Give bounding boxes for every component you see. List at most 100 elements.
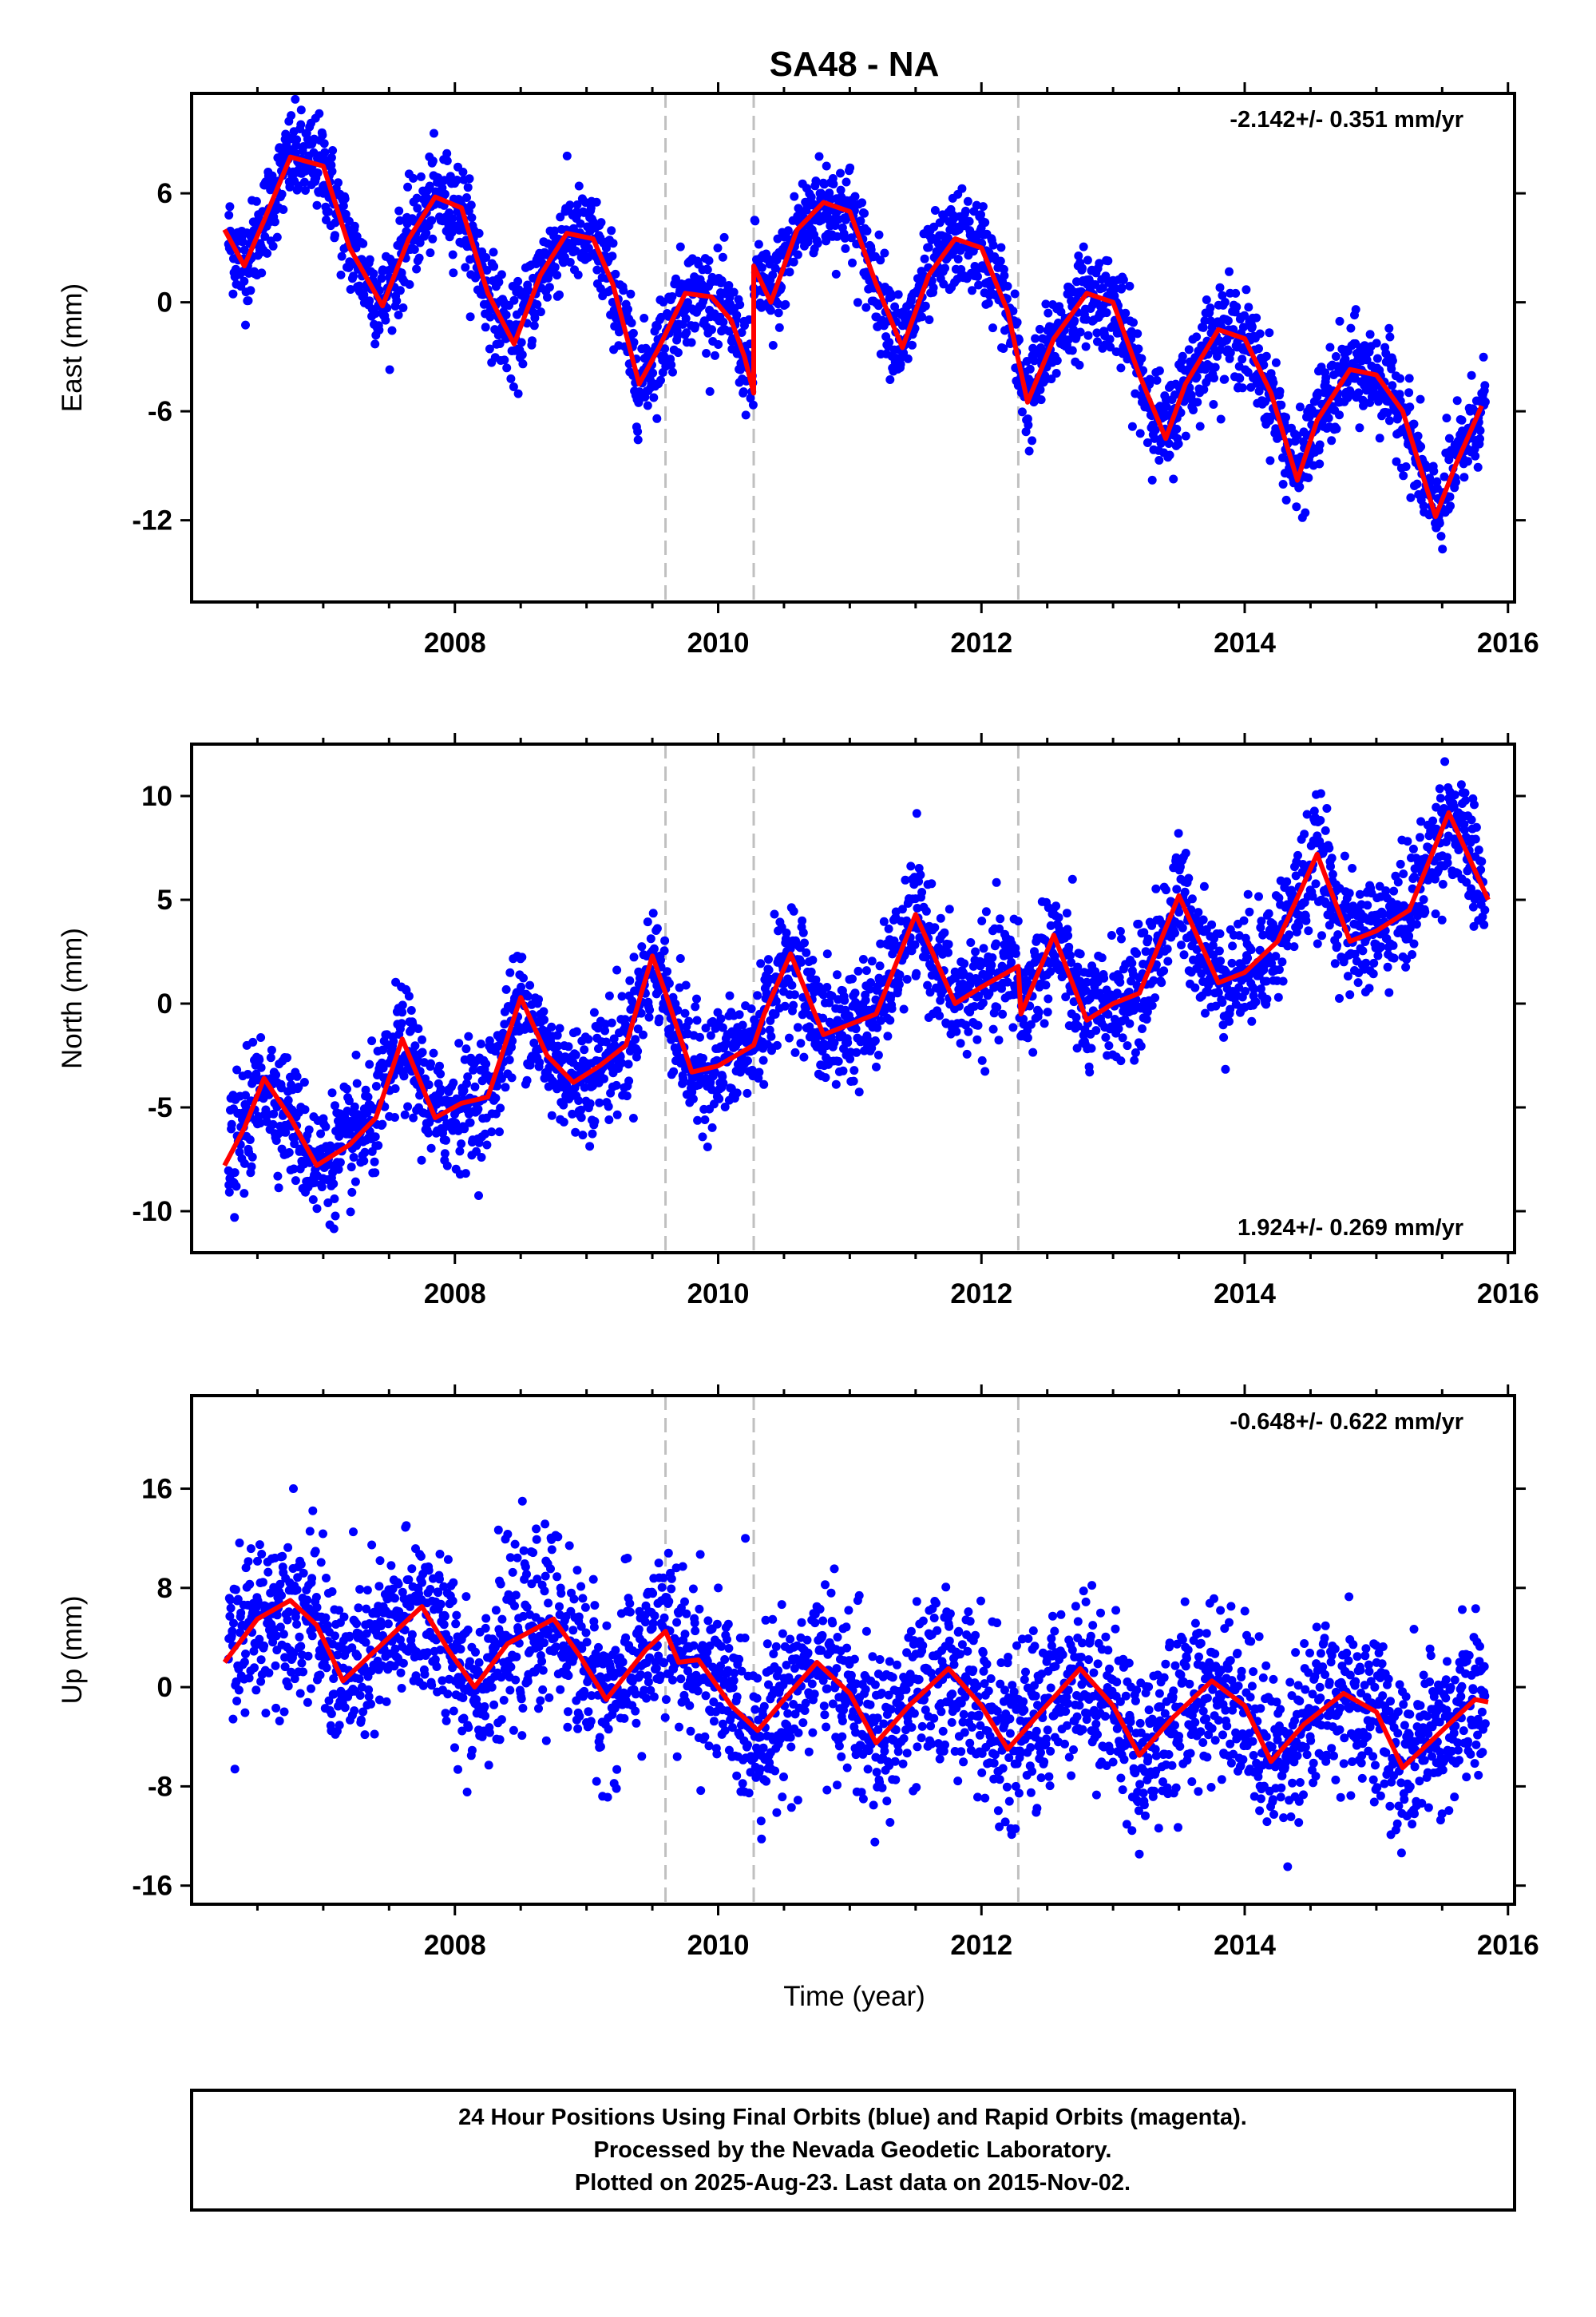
north-data-point — [913, 904, 922, 913]
north-data-point — [604, 991, 614, 1000]
east-data-point — [1083, 331, 1093, 340]
east-data-point — [984, 299, 993, 308]
north-data-point — [1163, 957, 1173, 966]
north-data-point — [1181, 849, 1190, 857]
east-data-point — [656, 375, 665, 385]
north-data-point — [1028, 1048, 1038, 1057]
north-data-point — [1063, 931, 1073, 941]
north-data-point — [442, 1161, 452, 1170]
north-data-point — [888, 949, 897, 959]
east-data-point — [426, 248, 435, 258]
east-data-point — [718, 252, 727, 262]
east-data-point — [340, 194, 350, 204]
north-data-point — [960, 959, 969, 968]
east-data-point — [652, 322, 662, 331]
north-data-point — [404, 992, 414, 1001]
north-data-point — [787, 980, 797, 990]
north-data-point — [400, 1110, 410, 1119]
east-data-point — [988, 323, 997, 333]
east-data-point — [836, 185, 846, 195]
north-data-point — [675, 954, 685, 963]
north-data-point — [1007, 957, 1016, 967]
north-data-point — [1184, 873, 1194, 883]
east-data-point — [705, 386, 715, 396]
north-data-point — [625, 976, 635, 985]
north-data-point — [692, 1016, 702, 1025]
east-data-point — [1215, 283, 1225, 292]
north-data-point — [559, 1117, 568, 1127]
east-data-point — [750, 216, 760, 226]
east-data-point — [822, 161, 831, 171]
north-data-point — [681, 980, 691, 990]
east-data-point — [562, 151, 572, 160]
north-data-point — [321, 1122, 331, 1131]
east-data-point — [1235, 374, 1245, 383]
north-data-point — [232, 1182, 241, 1191]
east-data-point — [1154, 366, 1164, 375]
east-data-point — [980, 218, 990, 228]
north-data-point — [754, 1067, 764, 1077]
north-data-point — [951, 972, 960, 982]
north-data-point — [508, 1036, 517, 1046]
north-data-point — [1013, 917, 1023, 926]
east-data-point — [509, 382, 518, 391]
north-data-point — [593, 1024, 603, 1033]
east-data-point — [1035, 324, 1044, 334]
north-data-point — [764, 955, 773, 964]
east-data-point — [1198, 323, 1208, 332]
north-data-point — [350, 1177, 360, 1186]
east-data-point — [528, 336, 537, 346]
north-data-point — [517, 953, 527, 962]
north-data-point — [995, 924, 1004, 933]
north-data-point — [473, 1104, 483, 1114]
north-data-point — [1179, 950, 1189, 960]
north-data-point — [1115, 977, 1125, 987]
north-data-point — [455, 1147, 465, 1156]
east-data-point — [1292, 502, 1301, 512]
north-data-point — [806, 967, 816, 976]
north-data-point — [840, 996, 849, 1005]
east-data-point — [1051, 369, 1061, 378]
north-data-point — [472, 1147, 481, 1156]
north-data-point — [350, 1102, 359, 1111]
east-data-point — [1036, 385, 1045, 394]
east-data-point — [385, 365, 394, 374]
east-data-point — [369, 269, 378, 279]
east-data-point — [1134, 344, 1143, 354]
north-data-point — [457, 1139, 466, 1149]
north-data-point — [1199, 881, 1209, 891]
north-data-point — [1162, 945, 1172, 954]
north-data-point — [785, 1033, 794, 1043]
east-data-point — [596, 284, 605, 293]
north-data-point — [390, 1113, 399, 1122]
north-data-point — [461, 1044, 471, 1054]
east-data-point — [279, 205, 288, 214]
east-data-point — [929, 283, 938, 292]
north-data-point — [424, 1080, 434, 1090]
north-data-point — [747, 1004, 756, 1013]
east-data-point — [633, 427, 643, 436]
east-data-point — [1385, 332, 1395, 342]
north-data-point — [374, 1141, 383, 1151]
east-data-point — [1331, 352, 1341, 361]
east-data-point — [556, 212, 565, 222]
east-data-point — [806, 192, 816, 202]
north-data-point — [406, 1006, 416, 1015]
east-data-point — [1275, 386, 1285, 396]
east-data-point — [481, 253, 491, 262]
north-data-point — [830, 1038, 839, 1048]
east-data-point — [263, 248, 272, 258]
east-data-point — [394, 206, 404, 216]
east-data-point — [238, 237, 248, 247]
east-data-point — [299, 177, 309, 187]
east-data-point — [1000, 271, 1009, 280]
north-data-point — [470, 1082, 480, 1091]
north-data-point — [917, 888, 927, 897]
north-data-point — [585, 1142, 595, 1151]
north-data-point — [571, 1050, 580, 1059]
east-data-point — [287, 111, 296, 121]
east-data-point — [885, 375, 895, 384]
north-data-point — [802, 948, 811, 957]
north-data-point — [707, 1123, 717, 1132]
